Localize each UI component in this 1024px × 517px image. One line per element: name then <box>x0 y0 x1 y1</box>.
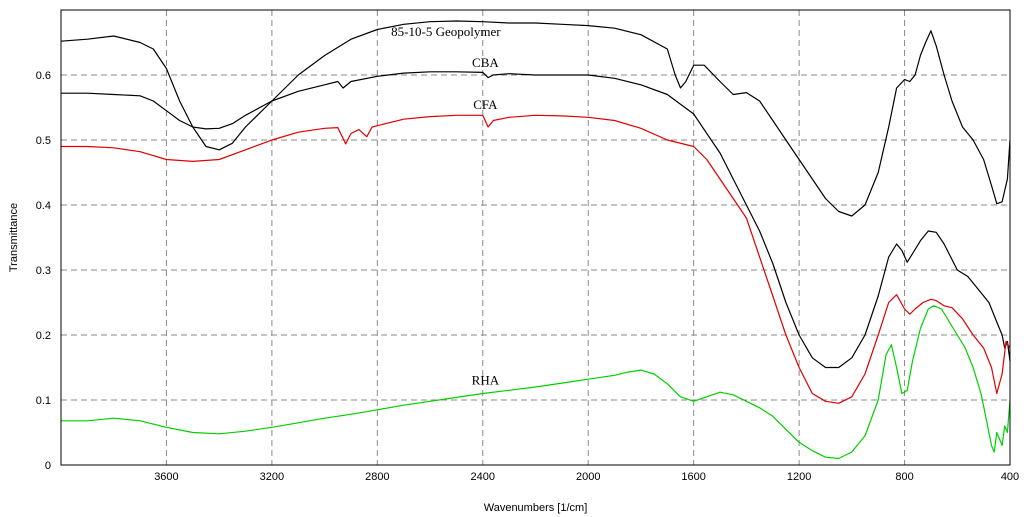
series-line-1 <box>61 71 1011 369</box>
x-tick-label: 1600 <box>681 471 705 483</box>
y-tick-label: 0.5 <box>36 135 51 147</box>
x-tick-label: 2800 <box>365 471 389 483</box>
x-axis-title: Wavenumbers [1/cm] <box>484 502 588 514</box>
plot-frame <box>60 9 1011 466</box>
series-line-2 <box>61 114 1011 404</box>
x-tick-label: 3600 <box>154 471 178 483</box>
series-label-3: RHA <box>472 372 500 387</box>
series-label-1: CBA <box>472 55 499 70</box>
x-tick-label: 1200 <box>787 471 811 483</box>
y-tick-label: 0.2 <box>36 330 51 342</box>
axis-ticks: 3600 3200 2800 2400 2000 1600 1200 800 400 0 0.1 0.… <box>36 70 1019 483</box>
grid-lines <box>61 10 1010 465</box>
series-lines <box>60 20 1011 460</box>
x-tick-label: 2400 <box>471 471 495 483</box>
y-tick-label: 0 <box>45 460 51 472</box>
series-label-2: CFA <box>473 97 498 112</box>
y-tick-label: 0.1 <box>36 395 51 407</box>
series-line-0 <box>60 20 1011 217</box>
y-axis-title: Transmittance <box>8 203 20 272</box>
y-tick-label: 0.3 <box>36 265 51 277</box>
x-tick-label: 2000 <box>576 471 600 483</box>
series-label-0: 85-10-5 Geopolymer <box>391 24 501 39</box>
series-line-3 <box>61 305 1011 460</box>
series-labels: 85-10-5 Geopolymer CBA CFA RHA <box>391 24 501 387</box>
x-tick-label: 800 <box>895 471 913 483</box>
x-tick-label: 400 <box>1001 471 1019 483</box>
y-tick-label: 0.6 <box>36 70 51 82</box>
x-tick-label: 3200 <box>260 471 284 483</box>
y-tick-label: 0.4 <box>36 200 51 212</box>
